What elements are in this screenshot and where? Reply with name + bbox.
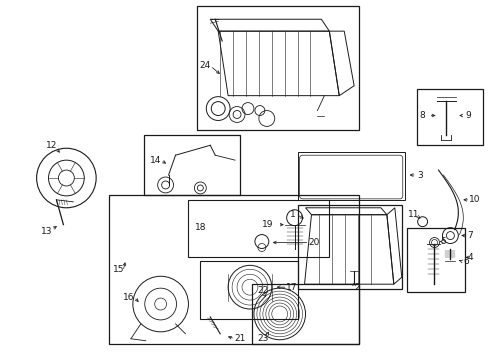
Text: 18: 18 <box>194 223 205 232</box>
Text: 9: 9 <box>465 111 470 120</box>
Text: 16: 16 <box>123 293 134 302</box>
Bar <box>197 6 358 130</box>
Bar <box>143 135 240 195</box>
Text: 19: 19 <box>262 220 273 229</box>
Text: 17: 17 <box>285 283 297 292</box>
Text: 5: 5 <box>440 237 446 246</box>
Bar <box>297 205 401 289</box>
Bar <box>406 228 464 292</box>
Text: 14: 14 <box>150 156 161 165</box>
Text: 13: 13 <box>41 227 52 236</box>
Text: 3: 3 <box>417 171 423 180</box>
Text: 6: 6 <box>463 257 468 266</box>
Text: 23: 23 <box>257 334 268 343</box>
Text: 21: 21 <box>234 334 245 343</box>
Bar <box>188 200 328 257</box>
Text: 8: 8 <box>419 111 425 120</box>
Text: 1: 1 <box>289 210 295 219</box>
Text: 22: 22 <box>257 285 268 294</box>
Text: 24: 24 <box>199 62 210 71</box>
Bar <box>251 284 358 344</box>
Text: 7: 7 <box>467 231 472 240</box>
Text: 12: 12 <box>46 141 57 150</box>
Text: 2: 2 <box>354 283 359 292</box>
Text: 20: 20 <box>308 238 320 247</box>
Bar <box>109 195 358 344</box>
Text: 10: 10 <box>468 195 479 204</box>
Text: 11: 11 <box>407 210 419 219</box>
Text: 4: 4 <box>467 253 472 262</box>
Bar <box>297 152 404 200</box>
Text: 15: 15 <box>113 265 124 274</box>
Bar <box>200 261 297 319</box>
Bar <box>416 89 482 145</box>
